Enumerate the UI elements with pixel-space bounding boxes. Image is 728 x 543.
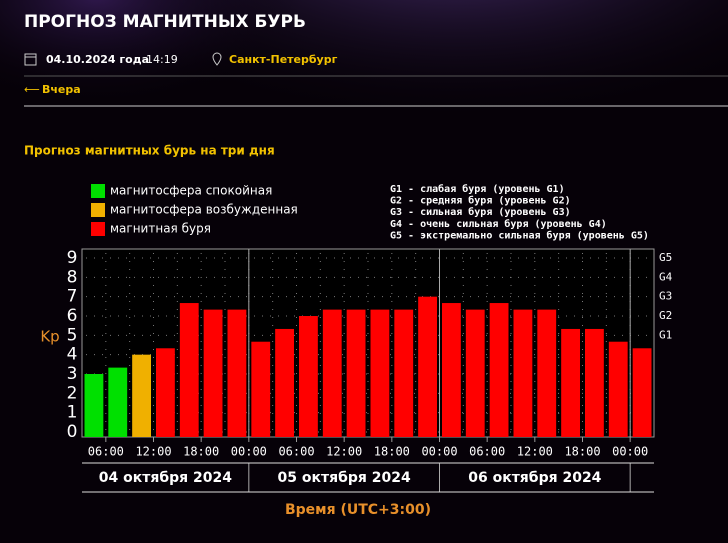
bar — [156, 348, 175, 437]
back-arrow[interactable]: ⟵ — [24, 83, 40, 96]
y-tick-label: 4 — [67, 345, 78, 365]
x-axis-label: Время (UTC+3:00) — [285, 502, 431, 518]
pin-icon — [212, 52, 222, 66]
bar — [346, 309, 366, 437]
date-label: 04 октября 2024 — [99, 470, 232, 486]
y-tick-label: 9 — [67, 248, 78, 268]
bar — [489, 303, 509, 437]
y2-tick-label: G4 — [659, 270, 673, 283]
x-tick-label: 12:00 — [135, 445, 171, 459]
bar — [251, 341, 271, 437]
y-axis-label: Kp — [40, 328, 59, 346]
x-tick-label: 18:00 — [183, 445, 219, 459]
date-label: 05 октября 2024 — [278, 470, 411, 486]
y2-tick-label: G1 — [659, 328, 672, 341]
legend-label: магнитосфера спокойная — [110, 184, 272, 198]
date-label: 06 октября 2024 — [468, 470, 601, 486]
back-link[interactable]: Вчера — [42, 83, 81, 96]
g-scale-note: G4 - очень сильная буря (уровень G4) — [390, 218, 607, 230]
y-tick-label: 8 — [67, 267, 78, 287]
bar — [179, 303, 199, 437]
y-tick-label: 1 — [67, 403, 78, 423]
legend-label: магнитная буря — [110, 222, 211, 236]
bar — [299, 316, 318, 437]
legend-swatch — [91, 222, 105, 236]
y-tick-label: 3 — [67, 364, 78, 384]
y-tick-label: 2 — [67, 383, 78, 403]
aurora — [0, 0, 460, 220]
time: 14:19 — [146, 53, 178, 66]
section-title: Прогноз магнитных бурь на три дня — [24, 144, 275, 158]
y2-tick-label: G5 — [659, 251, 672, 264]
x-tick-label: 00:00 — [421, 445, 457, 459]
x-tick-label: 06:00 — [469, 445, 505, 459]
legend-swatch — [91, 203, 105, 217]
bar — [84, 374, 104, 437]
x-tick-label: 18:00 — [564, 445, 600, 459]
x-tick-label: 06:00 — [278, 445, 314, 459]
x-tick-label: 12:00 — [517, 445, 553, 459]
legend-swatch — [91, 184, 105, 198]
bar — [132, 354, 151, 437]
y-tick-label: 7 — [67, 287, 78, 307]
bar — [513, 309, 533, 437]
x-tick-label: 18:00 — [374, 445, 410, 459]
bar — [394, 309, 414, 437]
bar — [608, 341, 628, 437]
bar — [585, 328, 604, 437]
bar — [442, 303, 461, 437]
bar — [227, 309, 247, 437]
bar — [275, 328, 294, 437]
bar — [465, 309, 485, 437]
g-scale-note: G1 - слабая буря (уровень G1) — [390, 183, 565, 195]
bar — [108, 367, 128, 437]
city[interactable]: Санкт-Петербург — [229, 53, 338, 66]
bar — [418, 296, 437, 437]
x-tick-label: 06:00 — [88, 445, 124, 459]
date: 04.10.2024 года — [46, 53, 149, 66]
x-tick-label: 00:00 — [612, 445, 648, 459]
bar — [632, 348, 652, 437]
x-tick-label: 00:00 — [231, 445, 267, 459]
y-tick-label: 6 — [67, 306, 78, 326]
bar — [203, 309, 223, 437]
y2-tick-label: G2 — [659, 309, 672, 322]
y-tick-label: 0 — [67, 422, 78, 442]
x-tick-label: 12:00 — [326, 445, 362, 459]
bar — [537, 309, 557, 437]
g-scale-note: G2 - средняя буря (уровень G2) — [390, 195, 571, 207]
y-tick-label: 5 — [67, 325, 78, 345]
bar — [322, 309, 342, 437]
bar — [370, 309, 390, 437]
page-title: ПРОГНОЗ МАГНИТНЫХ БУРЬ — [24, 12, 306, 32]
y2-tick-label: G3 — [659, 290, 672, 303]
legend-label: магнитосфера возбужденная — [110, 203, 298, 217]
calendar-icon — [24, 53, 37, 66]
bar — [561, 328, 580, 437]
g-scale-note: G5 - экстремально сильная буря (уровень … — [390, 229, 649, 241]
g-scale-note: G3 - сильная буря (уровень G3) — [390, 206, 571, 218]
